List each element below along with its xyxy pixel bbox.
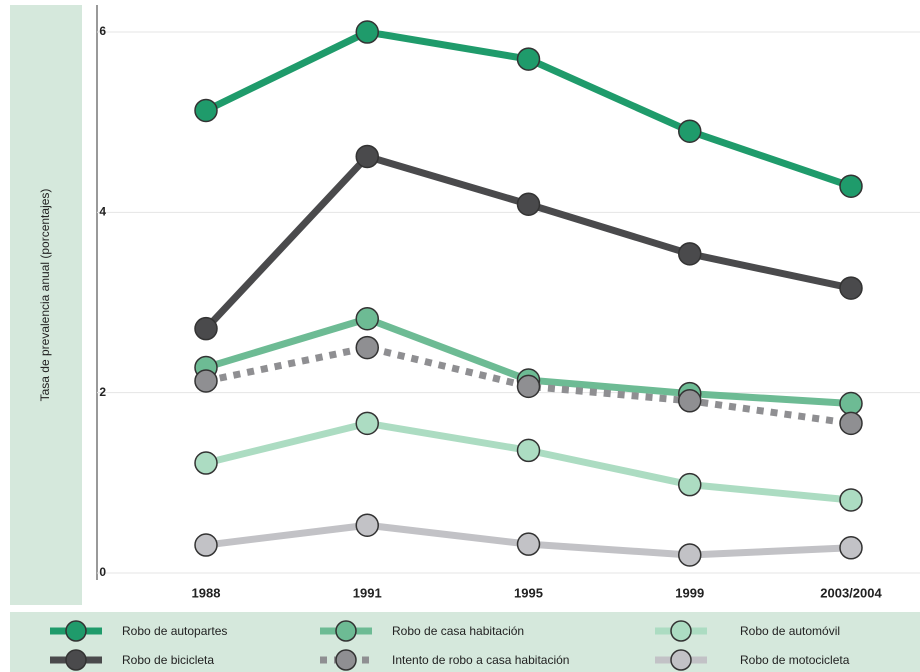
point	[839, 276, 863, 300]
point	[516, 532, 541, 556]
point	[355, 307, 379, 331]
point	[194, 98, 218, 123]
point	[678, 543, 702, 567]
point	[839, 536, 863, 560]
series-line	[205, 344, 852, 427]
y-tick-label: 4	[99, 205, 106, 219]
point	[839, 488, 863, 512]
y-tick-label: 2	[99, 385, 106, 399]
point	[516, 47, 541, 71]
legend-marker	[670, 649, 692, 671]
legend-marker	[335, 649, 357, 671]
y-tick-label: 6	[99, 24, 106, 38]
point	[355, 335, 379, 360]
point	[516, 192, 541, 217]
x-tick-label: 1995	[514, 585, 543, 600]
legend-marker	[335, 620, 357, 642]
legend-label: Robo de motocicleta	[740, 653, 850, 667]
point	[194, 451, 218, 475]
point	[194, 533, 218, 557]
point	[355, 20, 379, 44]
point	[678, 119, 702, 143]
legend-marker	[670, 620, 692, 642]
legend-marker	[65, 649, 87, 671]
point	[678, 472, 702, 497]
x-tick-label: 1988	[192, 585, 221, 600]
legend-band	[10, 612, 920, 672]
point	[355, 144, 379, 169]
point	[355, 411, 379, 436]
x-tick-label: 2003/2004	[820, 585, 882, 600]
point	[678, 242, 702, 266]
y-tick-label: 0	[99, 565, 106, 579]
label-band	[10, 5, 82, 605]
y-axis-label: Tasa de prevalencia anual (porcentajes)	[38, 189, 52, 402]
legend-label: Robo de automóvil	[740, 624, 840, 638]
point	[839, 391, 863, 416]
legend-label: Robo de autopartes	[122, 624, 227, 638]
point	[355, 513, 379, 537]
series-line	[203, 152, 852, 332]
legend-label: Robo de bicicleta	[122, 653, 214, 667]
point	[194, 316, 218, 341]
legend-marker	[65, 620, 87, 642]
point	[516, 374, 541, 399]
point	[678, 389, 702, 413]
legend-label: Robo de casa habitación	[392, 624, 524, 638]
legend-label: Intento de robo a casa habitación	[392, 653, 569, 667]
point	[516, 438, 541, 463]
x-tick-label: 1999	[675, 585, 704, 600]
point	[194, 369, 218, 393]
point	[839, 411, 863, 436]
point	[839, 174, 863, 198]
x-tick-label: 1991	[353, 585, 382, 600]
